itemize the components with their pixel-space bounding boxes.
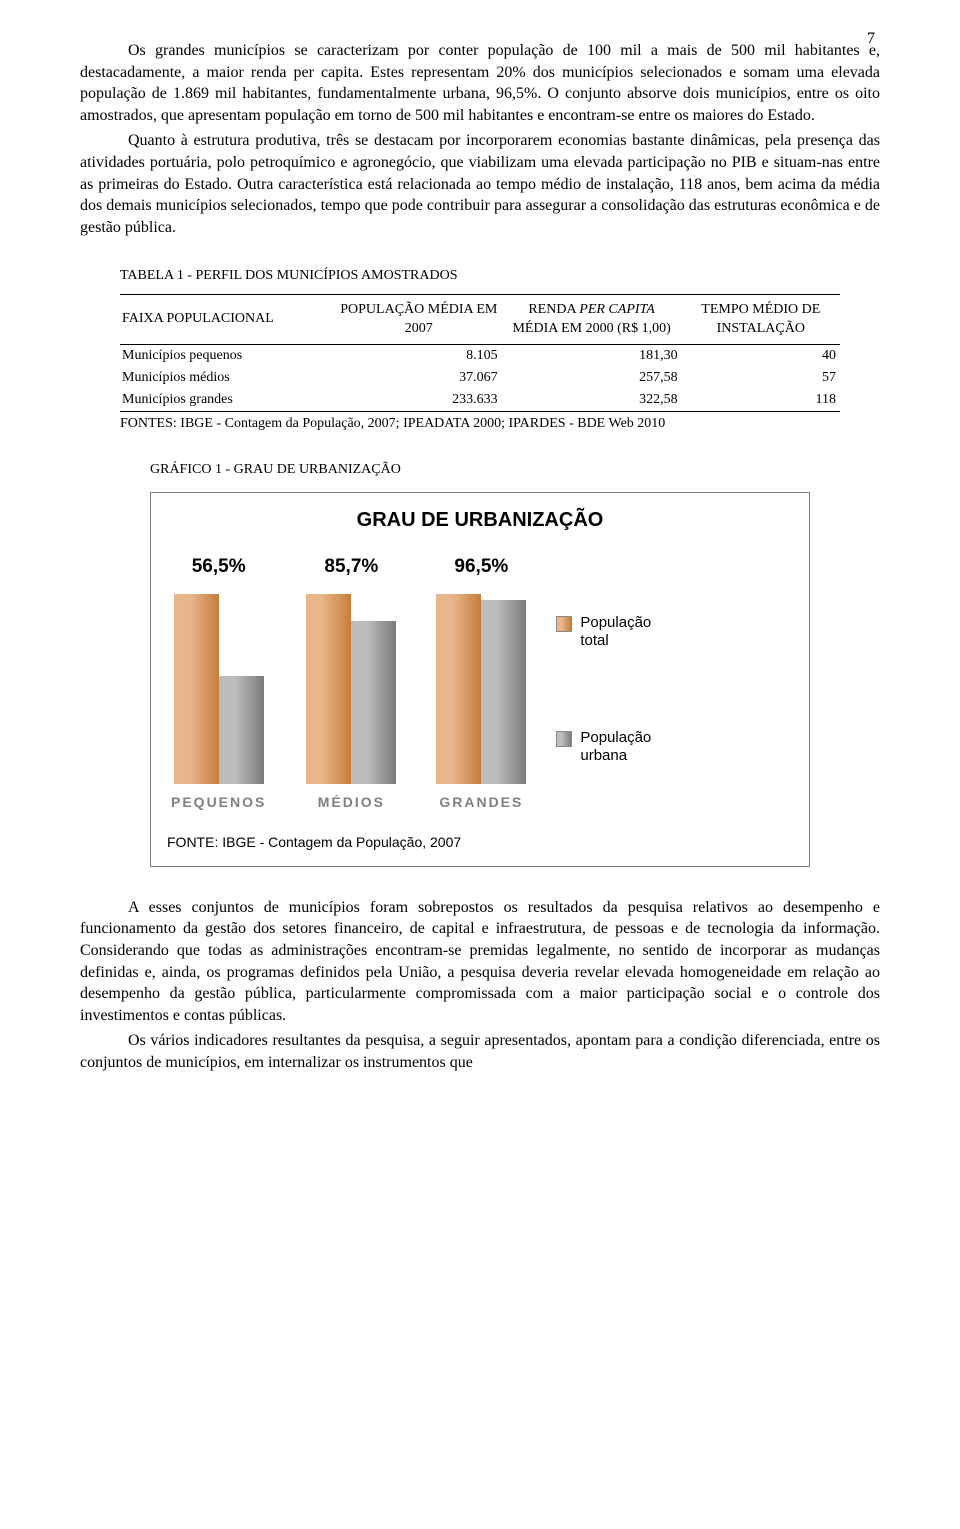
th-pop-l2: 2007 xyxy=(405,321,433,336)
th-tempo-l2: INSTALAÇÃO xyxy=(717,321,805,336)
bar-value-label: 96,5% xyxy=(454,556,508,578)
chart-legend: População total População urbana xyxy=(556,600,651,810)
cell-pop: 37.067 xyxy=(336,367,502,389)
page: 7 Os grandes municípios se caracterizam … xyxy=(0,0,960,1117)
bar-groups: 56,5% PEQUENOS 85,7% MÉDIOS 96,5% GRANDES xyxy=(171,556,526,810)
table-title: TABELA 1 - PERFIL DOS MUNICÍPIOS AMOSTRA… xyxy=(120,268,840,284)
legend-urbana-l2: urbana xyxy=(580,747,627,764)
cell-renda: 257,58 xyxy=(502,367,682,389)
bar-category-label: GRANDES xyxy=(439,794,523,810)
cell-tempo: 57 xyxy=(682,367,840,389)
cell-label: Municípios pequenos xyxy=(120,344,336,367)
bars-row xyxy=(436,584,526,784)
th-tempo-l1: TEMPO MÉDIO DE xyxy=(701,302,820,317)
paragraph-2-text: Quanto à estrutura produtiva, três se de… xyxy=(80,132,880,235)
th-pop-l1: POPULAÇÃO MÉDIA EM xyxy=(340,302,497,317)
table-row: Municípios médios 37.067 257,58 57 xyxy=(120,367,840,389)
bar-value-label: 56,5% xyxy=(192,556,246,578)
table-block: TABELA 1 - PERFIL DOS MUNICÍPIOS AMOSTRA… xyxy=(120,268,840,431)
bar-urbana xyxy=(351,621,396,784)
bar-urbana xyxy=(219,676,264,783)
cell-label: Municípios grandes xyxy=(120,389,336,412)
paragraph-3-text: A esses conjuntos de municípios foram so… xyxy=(80,899,880,1024)
cell-tempo: 118 xyxy=(682,389,840,412)
legend-urbana-l1: População xyxy=(580,729,651,746)
bars-row xyxy=(306,584,396,784)
bar-group: 85,7% MÉDIOS xyxy=(306,556,396,810)
cell-tempo: 40 xyxy=(682,344,840,367)
th-renda-italic: PER CAPITA xyxy=(579,302,655,317)
legend-total-l2: total xyxy=(580,632,608,649)
bar-group: 96,5% GRANDES xyxy=(436,556,526,810)
paragraph-3: A esses conjuntos de municípios foram so… xyxy=(80,897,880,1027)
bar-category-label: PEQUENOS xyxy=(171,794,266,810)
th-renda-l2: MÉDIA EM 2000 (R$ 1,00) xyxy=(512,321,670,336)
data-table: FAIXA POPULACIONAL POPULAÇÃO MÉDIA EM 20… xyxy=(120,294,840,411)
cell-renda: 322,58 xyxy=(502,389,682,412)
chart-box: GRAU DE URBANIZAÇÃO 56,5% PEQUENOS 85,7% MÉ… xyxy=(150,492,810,867)
th-populacao: POPULAÇÃO MÉDIA EM 2007 xyxy=(336,295,502,344)
paragraph-4-text: Os vários indicadores resultantes da pes… xyxy=(80,1032,880,1071)
th-renda-l1a: RENDA xyxy=(528,302,579,317)
cell-renda: 181,30 xyxy=(502,344,682,367)
bar-total xyxy=(306,594,351,784)
paragraph-1: Os grandes municípios se caracterizam po… xyxy=(80,40,880,126)
bar-value-label: 85,7% xyxy=(324,556,378,578)
table-row: Municípios grandes 233.633 322,58 118 xyxy=(120,389,840,412)
bar-group: 56,5% PEQUENOS xyxy=(171,556,266,810)
legend-item-total: População total xyxy=(556,614,651,650)
chart-block: GRÁFICO 1 - GRAU DE URBANIZAÇÃO GRAU DE … xyxy=(150,462,810,867)
legend-swatch-total xyxy=(556,616,572,632)
page-number: 7 xyxy=(867,30,875,48)
cell-pop: 233.633 xyxy=(336,389,502,412)
th-tempo: TEMPO MÉDIO DE INSTALAÇÃO xyxy=(682,295,840,344)
chart-title: GRAU DE URBANIZAÇÃO xyxy=(161,509,799,532)
th-faixa: FAIXA POPULACIONAL xyxy=(120,295,336,344)
table-source: FONTES: IBGE - Contagem da População, 20… xyxy=(120,416,840,432)
legend-item-urbana: População urbana xyxy=(556,729,651,765)
cell-pop: 8.105 xyxy=(336,344,502,367)
legend-total-l1: População xyxy=(580,614,651,631)
bar-total xyxy=(436,594,481,784)
bar-total xyxy=(174,594,219,784)
paragraph-4: Os vários indicadores resultantes da pes… xyxy=(80,1030,880,1073)
bars-row xyxy=(174,584,264,784)
bar-category-label: MÉDIOS xyxy=(318,794,385,810)
legend-swatch-urbana xyxy=(556,731,572,747)
table-header-row: FAIXA POPULACIONAL POPULAÇÃO MÉDIA EM 20… xyxy=(120,295,840,344)
chart-body: 56,5% PEQUENOS 85,7% MÉDIOS 96,5% GRANDES Pop… xyxy=(161,556,799,810)
paragraph-1-text: Os grandes municípios se caracterizam po… xyxy=(80,42,880,124)
legend-label-total: População total xyxy=(580,614,651,650)
chart-source: FONTE: IBGE - Contagem da População, 200… xyxy=(161,834,799,850)
bar-urbana xyxy=(481,600,526,783)
chart-caption: GRÁFICO 1 - GRAU DE URBANIZAÇÃO xyxy=(150,462,810,478)
th-renda: RENDA PER CAPITA MÉDIA EM 2000 (R$ 1,00) xyxy=(502,295,682,344)
paragraph-2: Quanto à estrutura produtiva, três se de… xyxy=(80,130,880,238)
cell-label: Municípios médios xyxy=(120,367,336,389)
table-row: Municípios pequenos 8.105 181,30 40 xyxy=(120,344,840,367)
legend-label-urbana: População urbana xyxy=(580,729,651,765)
